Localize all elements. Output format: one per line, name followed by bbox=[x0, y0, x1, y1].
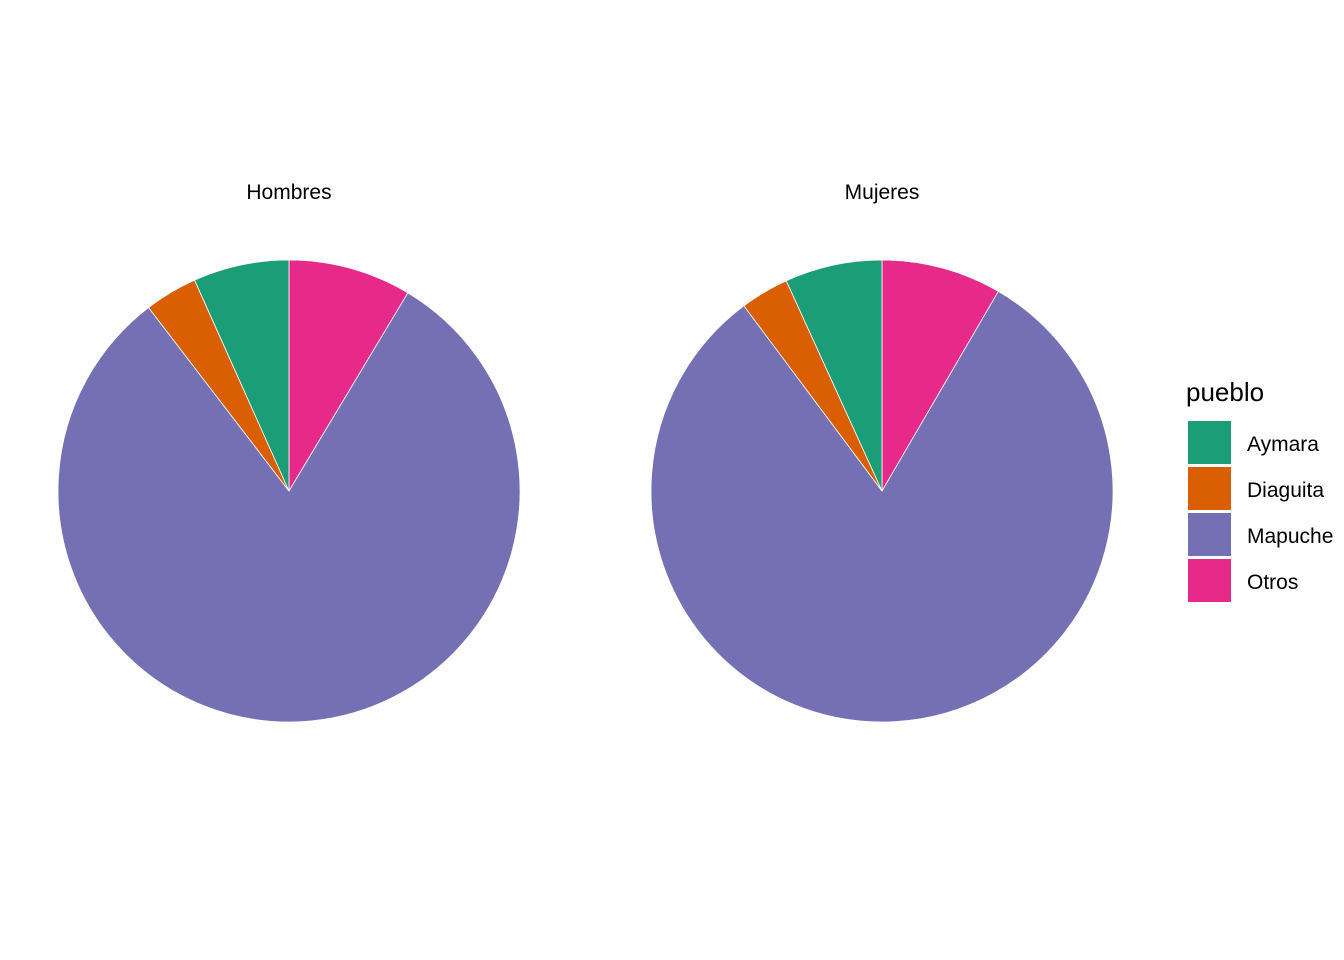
pie-slice-hombres-mapuche bbox=[57, 292, 521, 723]
legend-key-aymara bbox=[1188, 421, 1231, 464]
facet-panel-mujeres: Mujeres bbox=[650, 181, 1114, 723]
facet-title-hombres: Hombres bbox=[246, 181, 331, 204]
legend-key-diaguita bbox=[1188, 467, 1231, 510]
pie-slice-mujeres-otros bbox=[881, 259, 999, 493]
legend: pueblo Aymara Diaguita Mapuche Otros bbox=[1186, 377, 1333, 602]
pie-mujeres bbox=[650, 259, 1114, 723]
facet-panel-hombres: Hombres bbox=[57, 181, 521, 723]
pie-slice-hombres-otros bbox=[288, 259, 409, 493]
pie-slice-mujeres-aymara bbox=[785, 259, 883, 492]
legend-key-otros bbox=[1188, 559, 1231, 602]
legend-label-otros: Otros bbox=[1247, 571, 1298, 594]
pie-hombres bbox=[57, 259, 521, 723]
legend-label-diaguita: Diaguita bbox=[1247, 479, 1324, 502]
legend-label-mapuche: Mapuche bbox=[1247, 525, 1333, 548]
pie-slice-hombres-aymara bbox=[194, 259, 290, 492]
facet-title-mujeres: Mujeres bbox=[845, 181, 920, 204]
legend-key-mapuche bbox=[1188, 513, 1231, 556]
legend-label-aymara: Aymara bbox=[1247, 433, 1319, 456]
pie-slice-mujeres-mapuche bbox=[650, 290, 1114, 723]
legend-title: pueblo bbox=[1186, 377, 1264, 407]
